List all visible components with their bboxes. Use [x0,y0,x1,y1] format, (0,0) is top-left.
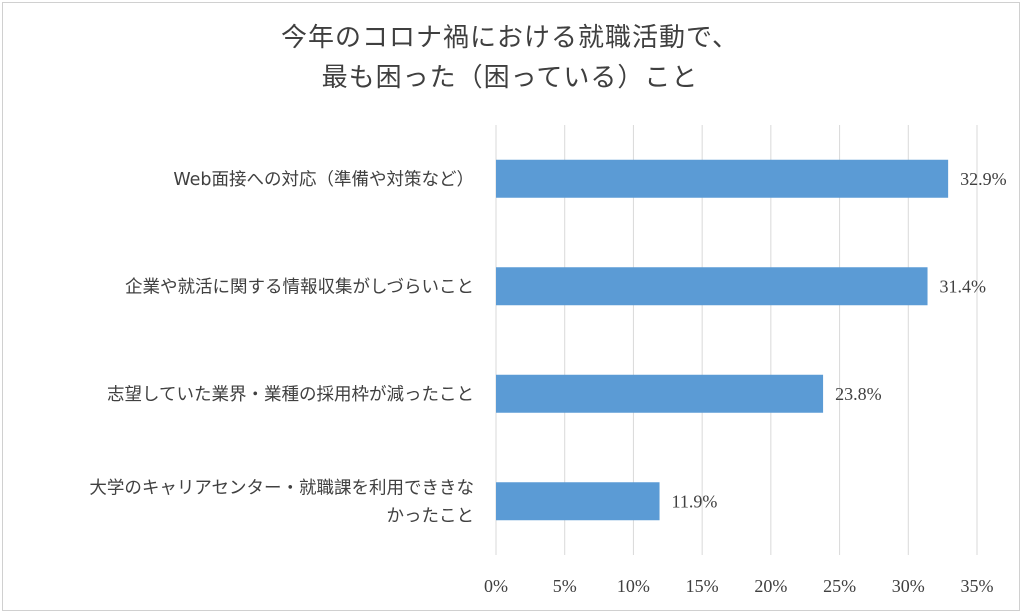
bar [496,159,949,198]
data-label: 32.9% [960,169,1007,189]
x-tick-label: 20% [754,576,787,596]
x-tick-label: 10% [617,576,650,596]
chart-title-line-1: 今年のコロナ禍における就職活動で、 [281,23,739,53]
x-tick-label: 30% [892,576,925,596]
data-label: 11.9% [672,491,718,511]
chart-title: 今年のコロナ禍における就職活動で、 最も困った（困っている）こと [0,18,1020,98]
x-tick-label: 15% [686,576,719,596]
bar [496,374,824,413]
x-tick-label: 25% [823,576,856,596]
category-label: かったこと [387,506,475,526]
data-label: 31.4% [940,276,987,296]
category-label: 志望していた業界・業種の採用枠が減ったこと [107,385,474,405]
chart-title-line-2: 最も困った（困っている）こと [321,63,699,93]
bar [496,482,660,521]
bar [496,267,928,306]
data-label: 23.8% [835,384,882,404]
x-tick-label: 0% [484,576,508,596]
category-label: 企業や就活に関する情報収集がしづらいこと [125,277,474,297]
category-label: 大学のキャリアセンター・就職課を利用でききな [89,478,474,498]
x-tick-label: 5% [553,576,577,596]
category-label: Web面接への対応（準備や対策など） [173,170,474,190]
x-tick-label: 35% [961,576,994,596]
